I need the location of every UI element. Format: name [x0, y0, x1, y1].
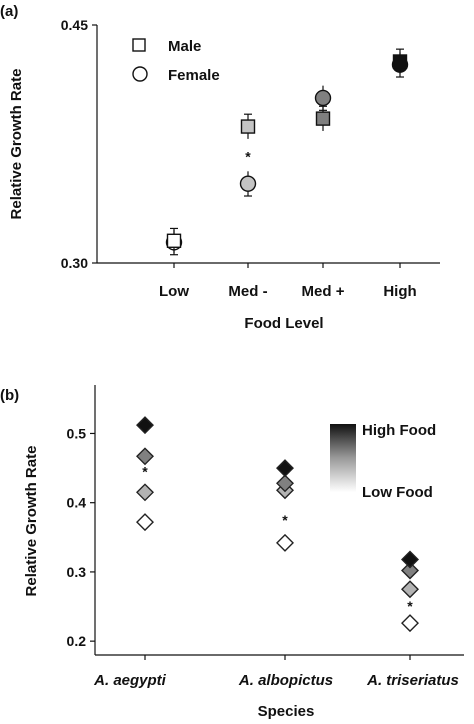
panel-b-y-tick-label: 0.4 — [67, 495, 87, 511]
panel-b-y-tick-label: 0.3 — [67, 564, 87, 580]
panel-a-y-tick-label: 0.30 — [61, 255, 88, 271]
species-point — [136, 447, 154, 466]
species-point — [276, 474, 294, 493]
panel-b-y-title: Relative Growth Rate — [23, 446, 40, 597]
panel-a-label: (a) — [0, 3, 18, 20]
female-point — [314, 89, 332, 107]
species-point — [401, 580, 419, 599]
legend-female-label: Female — [168, 67, 220, 84]
panel-b-y-tick-label: 0.5 — [67, 425, 87, 441]
female-point — [239, 175, 257, 192]
panel-b-label: (b) — [0, 387, 19, 404]
legend-high-food: High Food — [362, 422, 436, 439]
panel-b-x-title: Species — [258, 703, 315, 719]
legend-low-food: Low Food — [362, 484, 433, 501]
species-point — [136, 513, 154, 532]
species-point — [401, 614, 419, 633]
species-point — [136, 483, 154, 502]
panel-b: Relative Growth Rate Species High Food L… — [23, 385, 464, 720]
legend-male-marker — [132, 38, 146, 52]
significance-star: * — [407, 598, 413, 614]
male-point — [240, 119, 256, 134]
species-point — [276, 459, 294, 478]
panel-b-x-tick-label: A. aegypti — [93, 672, 167, 689]
significance-star: * — [142, 464, 148, 480]
male-point — [315, 111, 331, 126]
species-point — [401, 561, 419, 580]
legend-male-label: Male — [168, 38, 201, 55]
panel-a-x-tick-label: High — [383, 283, 416, 300]
legend-female-marker — [132, 66, 148, 82]
species-point — [401, 550, 419, 569]
panel-b-x-tick-label: A. albopictus — [238, 672, 333, 689]
food-gradient-legend — [330, 424, 356, 492]
panel-a-x-tick-label: Med - — [228, 283, 267, 300]
male-point — [392, 54, 408, 69]
significance-star: * — [282, 512, 288, 528]
panel-b-y-tick-label: 0.2 — [67, 633, 87, 649]
panel-a-x-tick-label: Med + — [302, 283, 345, 300]
panel-a-y-title: Relative Growth Rate — [8, 69, 25, 220]
panel-a-x-tick-label: Low — [159, 283, 189, 300]
species-point — [276, 533, 294, 552]
panel-a-x-title: Food Level — [244, 315, 323, 332]
species-point — [136, 416, 154, 435]
panel-b-x-tick-label: A. triseriatus — [366, 672, 459, 689]
panel-a: Relative Growth Rate Food Level Male Fem… — [8, 17, 440, 332]
panel-a-y-tick-label: 0.45 — [61, 17, 88, 33]
male-point — [166, 233, 182, 248]
significance-star: * — [245, 149, 251, 165]
